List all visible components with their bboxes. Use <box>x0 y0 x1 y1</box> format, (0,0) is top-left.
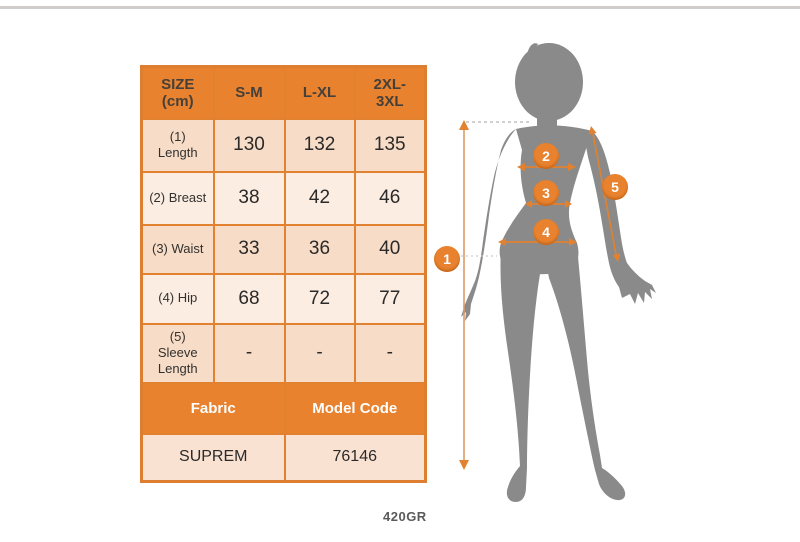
length-lxl-value: 132 <box>283 117 356 173</box>
table-row-breast: (2) Breast 38 42 46 <box>140 170 427 226</box>
model-code-value-cell: 76146 <box>283 432 427 483</box>
length-sm-value: 130 <box>212 117 286 173</box>
row-label-waist: (3) Waist <box>140 223 215 275</box>
fabric-value-cell: SUPREM <box>140 432 286 483</box>
length-2xl-value: 135 <box>353 117 427 173</box>
waist-sm-value: 33 <box>212 223 286 275</box>
waist-lxl-value: 36 <box>283 223 356 275</box>
table-footer-header-row: Fabric Model Code <box>140 381 427 435</box>
sleeve-lxl-value: - <box>283 322 356 384</box>
measurement-marker-2: 2 <box>533 143 559 169</box>
breast-lxl-value: 42 <box>283 170 356 226</box>
top-divider-line <box>0 6 800 9</box>
fabric-header-cell: Fabric <box>140 381 286 435</box>
waist-2xl-value: 40 <box>353 223 427 275</box>
measurement-marker-5: 5 <box>602 174 628 200</box>
size-chart-table: SIZE (cm) S-M L-XL 2XL- 3XL (1) Length 1… <box>140 65 427 483</box>
weight-footnote: 420GR <box>383 509 427 524</box>
row-label-sleeve: (5) Sleeve Length <box>140 322 215 384</box>
length-arrow <box>459 120 469 470</box>
row-label-breast: (2) Breast <box>140 170 215 226</box>
table-row-length: (1) Length 130 132 135 <box>140 117 427 173</box>
model-code-header-cell: Model Code <box>283 381 427 435</box>
table-row-hip: (4) Hip 68 72 77 <box>140 272 427 325</box>
hip-sm-value: 68 <box>212 272 286 325</box>
body-measurement-diagram <box>459 43 656 502</box>
measurement-marker-3: 3 <box>533 180 559 206</box>
table-row-waist: (3) Waist 33 36 40 <box>140 223 427 275</box>
measurement-marker-1: 1 <box>434 246 460 272</box>
row-label-hip: (4) Hip <box>140 272 215 325</box>
header-sm-cell: S-M <box>212 65 286 120</box>
table-header-row: SIZE (cm) S-M L-XL 2XL- 3XL <box>140 65 427 120</box>
hip-lxl-value: 72 <box>283 272 356 325</box>
woman-silhouette <box>461 43 656 502</box>
header-size-cell: SIZE (cm) <box>140 65 215 120</box>
breast-2xl-value: 46 <box>353 170 427 226</box>
measurement-marker-4: 4 <box>533 219 559 245</box>
sleeve-sm-value: - <box>212 322 286 384</box>
row-label-length: (1) Length <box>140 117 215 173</box>
table-row-sleeve: (5) Sleeve Length - - - <box>140 322 427 384</box>
header-lxl-cell: L-XL <box>283 65 356 120</box>
header-2xl3xl-cell: 2XL- 3XL <box>353 65 427 120</box>
hip-2xl-value: 77 <box>353 272 427 325</box>
breast-sm-value: 38 <box>212 170 286 226</box>
table-footer-value-row: SUPREM 76146 <box>140 432 427 483</box>
sleeve-2xl-value: - <box>353 322 427 384</box>
